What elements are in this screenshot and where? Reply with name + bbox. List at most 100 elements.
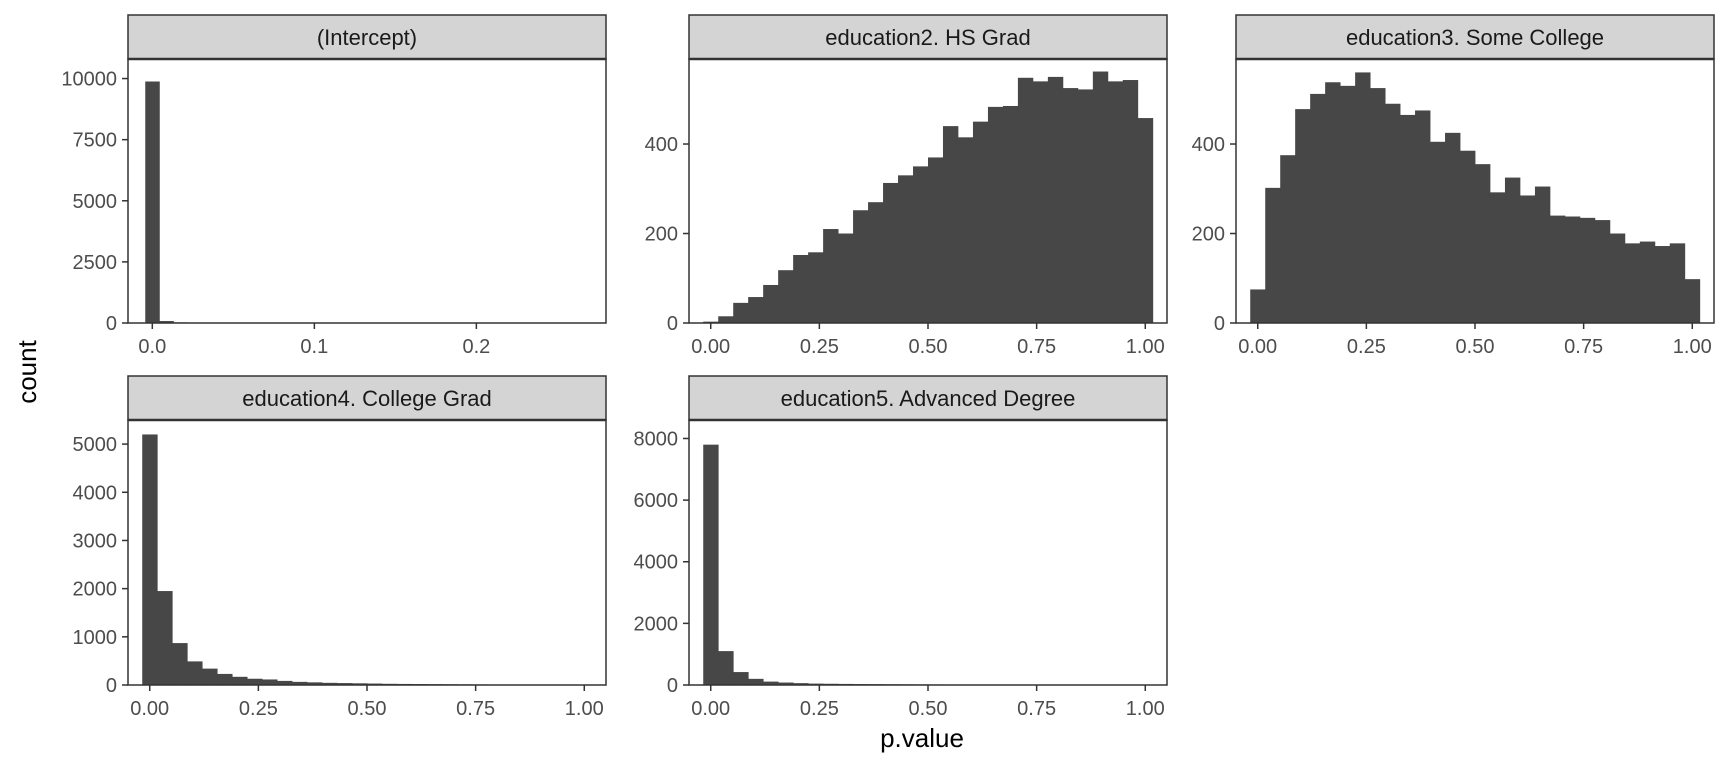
y-tick-label: 8000 (634, 428, 679, 450)
facet-strip-label: education5. Advanced Degree (781, 386, 1076, 411)
y-tick-label: 0 (667, 675, 678, 697)
histogram-bar (142, 434, 158, 685)
histogram-bar (1107, 81, 1124, 324)
facet-strip (127, 14, 607, 60)
y-tick-label: 400 (1192, 134, 1225, 156)
histogram-bar (352, 683, 368, 685)
histogram-bar (853, 210, 869, 323)
histogram-bar (277, 680, 293, 685)
histogram-bar (823, 229, 839, 323)
histogram-bar (778, 682, 794, 685)
histogram-bar (322, 682, 338, 685)
histogram-bar (157, 591, 173, 685)
histogram-bar (793, 254, 809, 323)
histogram-bar (172, 643, 188, 685)
y-tick-label: 4000 (634, 552, 679, 574)
x-tick-label: 0.75 (1017, 698, 1056, 720)
histogram-bar (748, 297, 764, 323)
histogram-bar (1370, 88, 1386, 323)
x-tick-label: 0.50 (348, 698, 387, 720)
histogram-bar (733, 672, 749, 685)
histogram-bar (1534, 186, 1551, 323)
y-tick-label: 4000 (73, 482, 118, 504)
histogram-bar (1250, 289, 1266, 323)
y-tick-label: 5000 (73, 434, 118, 456)
histogram-bar (913, 166, 929, 323)
histogram-bar (145, 81, 160, 324)
histogram-bar (247, 678, 263, 685)
histogram-bar (733, 302, 749, 323)
facet-strip (688, 375, 1168, 421)
x-tick-label: 0.25 (800, 336, 839, 358)
y-tick-label: 0 (667, 313, 678, 335)
facet-strip-label: education4. College Grad (242, 386, 492, 411)
histogram-bar (1564, 216, 1581, 323)
facet-panel: (Intercept) 0 2500 5000 7500 10000 0.0 0.1 0.2 (61, 14, 607, 358)
histogram-bar (883, 182, 899, 323)
histogram-bar (187, 661, 203, 685)
histogram-bar (1047, 76, 1064, 324)
histogram-bar (898, 175, 914, 323)
x-tick-label: 0.75 (1017, 336, 1056, 358)
histogram-bar (1017, 77, 1034, 323)
histogram-bar (159, 321, 174, 323)
facet-strip-label: education2. HS Grad (825, 25, 1030, 50)
histogram-bar (1639, 241, 1656, 323)
y-tick-label: 5000 (73, 191, 118, 213)
histogram-bar (1445, 132, 1461, 323)
panel-background (128, 59, 606, 323)
histogram-bar (217, 673, 233, 685)
histogram-bar (1684, 279, 1701, 323)
y-tick-label: 2000 (73, 579, 118, 601)
y-tick-label: 3000 (73, 530, 118, 552)
y-tick-label: 0 (106, 313, 117, 335)
y-axis-title: count (12, 339, 42, 403)
histogram-bar (292, 681, 308, 685)
x-tick-label: 0.00 (1238, 336, 1277, 358)
histogram-bar (1609, 233, 1626, 323)
histogram-bar (1579, 217, 1596, 323)
y-tick-label: 2500 (73, 252, 118, 274)
histogram-bar (987, 106, 1004, 323)
facet-strip (1235, 14, 1715, 60)
histogram-bar (703, 444, 719, 685)
x-tick-label: 1.00 (1126, 336, 1165, 358)
y-tick-label: 200 (1192, 224, 1225, 246)
x-tick-label: 1.00 (1673, 336, 1712, 358)
histogram-bar (838, 233, 854, 323)
x-tick-label: 0.0 (138, 336, 166, 358)
histogram-bar (718, 651, 734, 685)
facet-panel: education5. Advanced Degree 0 2000 4000 6000… (634, 375, 1168, 720)
histogram-bar (763, 681, 779, 685)
y-tick-label: 10000 (61, 69, 117, 91)
x-tick-label: 0.25 (1347, 336, 1386, 358)
y-tick-label: 200 (645, 224, 678, 246)
histogram-bar (337, 683, 353, 685)
histogram-bar (1032, 81, 1049, 324)
y-tick-label: 6000 (634, 490, 679, 512)
histogram-bar (808, 252, 824, 323)
histogram-bar (1415, 110, 1431, 324)
x-tick-label: 1.00 (1126, 698, 1165, 720)
histogram-bar (1474, 164, 1491, 323)
histogram-bar (763, 284, 779, 323)
histogram-bar (868, 202, 884, 323)
x-tick-label: 0.00 (130, 698, 169, 720)
histogram-bar (1549, 215, 1566, 323)
x-tick-label: 0.25 (800, 698, 839, 720)
histogram-bar (1654, 246, 1671, 323)
x-tick-label: 0.75 (456, 698, 495, 720)
histogram-bar (1594, 220, 1611, 323)
y-tick-label: 1000 (73, 627, 118, 649)
histogram-bar (1669, 243, 1686, 323)
x-tick-label: 0.75 (1564, 336, 1603, 358)
histogram-bar (972, 121, 989, 323)
histogram-bar (1310, 93, 1326, 324)
histogram-bar (957, 137, 974, 323)
histogram-bar (1385, 103, 1401, 323)
histogram-bar (1077, 89, 1094, 324)
y-tick-label: 7500 (73, 130, 118, 152)
histogram-bar (1355, 72, 1371, 323)
histogram-bar (1430, 141, 1446, 323)
